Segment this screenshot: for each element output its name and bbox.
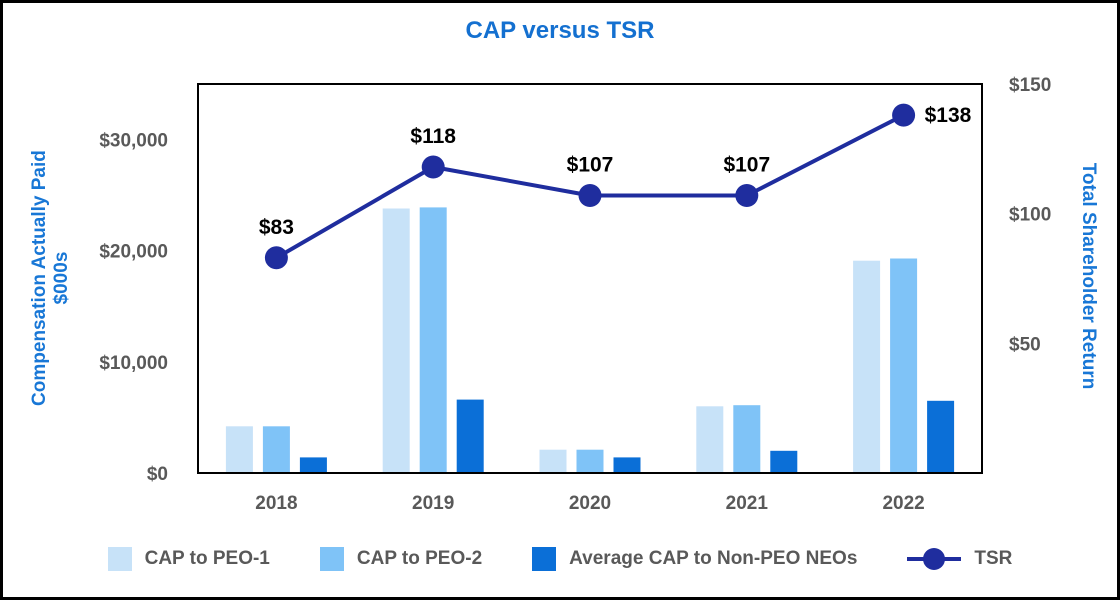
bar-cap-to-peo-2-2018 [262, 426, 290, 473]
legend-marker-dot [923, 548, 946, 570]
bar-average-cap-to-non-peo-neos-2019 [456, 399, 484, 473]
legend-label-cap-to-peo-2: CAP to PEO-2 [356, 548, 483, 569]
chart-legend: CAP to PEO-1 CAP to PEO-2 Average CAP to N… [3, 547, 1117, 571]
x-axis-label-2022: 2022 [882, 493, 924, 514]
legend-item-average-cap-to-non-peo-neos: Average CAP to Non-PEO NEOs [532, 547, 857, 571]
x-axis-label-2020: 2020 [569, 493, 611, 514]
right-axis-tick-150: $150 [1009, 75, 1051, 96]
bar-cap-to-peo-2-2021 [733, 405, 761, 473]
bar-average-cap-to-non-peo-neos-2020 [613, 457, 641, 473]
tsr-point-2019 [421, 155, 445, 179]
x-axis-label-2019: 2019 [412, 493, 454, 514]
bar-cap-to-peo-2-2019 [419, 207, 447, 473]
legend-label-average-cap-to-non-peo-neos: Average CAP to Non-PEO NEOs [569, 548, 858, 569]
bar-cap-to-peo-1-2019 [382, 208, 410, 473]
plot-area-border [197, 83, 983, 474]
legend-label-cap-to-peo-1: CAP to PEO-1 [144, 548, 270, 569]
tsr-point-2018 [264, 246, 288, 270]
bar-cap-to-peo-1-2018 [225, 426, 253, 473]
bar-cap-to-peo-2-2020 [576, 449, 604, 473]
bar-cap-to-peo-1-2020 [539, 449, 567, 473]
legend-line-marker-icon [907, 547, 962, 571]
left-axis-tick-10000: $10,000 [99, 353, 168, 374]
right-axis-tick-100: $100 [1009, 205, 1051, 226]
legend-item-cap-to-peo-2: CAP to PEO-2 [319, 547, 483, 571]
chart-canvas: $83 $118 $107 $107 $138 $0 $10,000 $20,000 $30,0… [99, 75, 1051, 514]
bar-average-cap-to-non-peo-neos-2022 [927, 400, 955, 473]
tsr-label-2019: $118 [410, 125, 456, 148]
chart-title: CAP versus TSR [465, 17, 655, 44]
bar-cap-to-peo-1-2021 [696, 406, 724, 473]
tsr-point-2021 [735, 184, 759, 207]
legend-swatch-cap-to-peo-2 [319, 547, 344, 571]
tsr-point-2020 [578, 184, 602, 207]
right-axis-tick-50: $50 [1009, 334, 1041, 355]
bar-cap-to-peo-1-2022 [853, 260, 881, 473]
x-axis-label-2018: 2018 [255, 493, 297, 514]
bar-cap-to-peo-2-2022 [890, 258, 918, 473]
x-axis-label-2021: 2021 [726, 493, 769, 514]
tsr-label-2020: $107 [567, 154, 614, 177]
tsr-point-2022 [892, 103, 916, 127]
legend-item-cap-to-peo-1: CAP to PEO-1 [107, 547, 270, 571]
tsr-label-2018: $83 [259, 216, 294, 239]
legend-item-tsr: TSR [907, 547, 1012, 571]
bar-average-cap-to-non-peo-neos-2021 [770, 450, 798, 473]
left-axis-tick-20000: $20,000 [99, 242, 168, 263]
tsr-label-2022: $138 [925, 104, 972, 127]
legend-swatch-cap-to-peo-1 [107, 547, 132, 571]
tsr-label-2021: $107 [723, 154, 770, 177]
left-axis-tick-0: $0 [147, 464, 168, 485]
left-axis-tick-30000: $30,000 [99, 131, 168, 152]
bar-average-cap-to-non-peo-neos-2018 [299, 457, 327, 473]
legend-swatch-average-cap-to-non-peo-neos [532, 547, 557, 571]
legend-label-tsr: TSR [974, 548, 1013, 569]
